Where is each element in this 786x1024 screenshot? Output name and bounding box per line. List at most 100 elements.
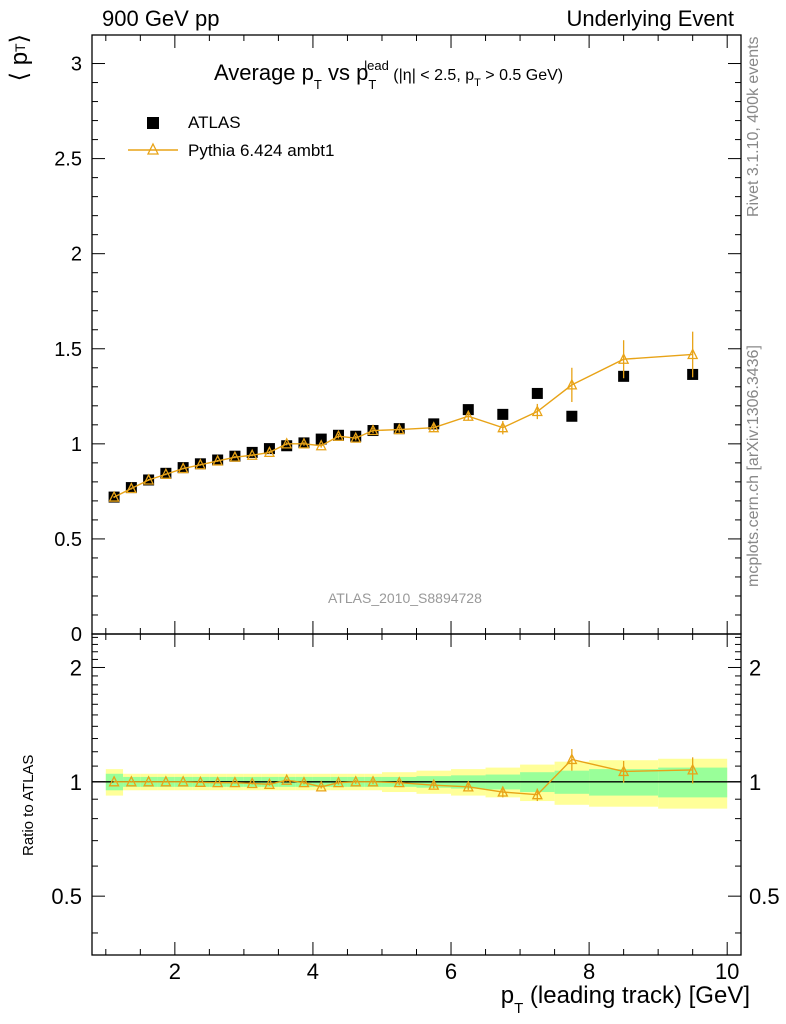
pythia-data-point [160, 467, 172, 479]
atlas-data-point [246, 446, 258, 458]
title-vs: vs p [321, 60, 369, 85]
pythia-data-point [618, 352, 630, 364]
main-y-tick-label: 3 [71, 54, 82, 76]
x-axis-label: pT (leading track) [GeV] [500, 982, 750, 1017]
pythia-data-point [212, 454, 224, 466]
pythia-ratio-point [618, 764, 630, 777]
legend [128, 117, 178, 155]
pythia-ratio-point [246, 777, 258, 789]
atlas-data-point [566, 410, 578, 422]
pythia-ratio-point [332, 776, 345, 788]
atlas-data-point [531, 387, 543, 399]
atlas-data-point [497, 408, 509, 420]
main-panel-ticks: 0 0.5 1 1.5 2 2.5 3 [54, 35, 741, 646]
header-right-label: Underlying Event [566, 6, 734, 31]
x-tick-label: 8 [583, 959, 595, 984]
pythia-data-point [281, 437, 293, 449]
pythia-data-point [687, 348, 699, 360]
pythia-ratio-point [315, 780, 327, 792]
ratio-y-tick-label-right: 0.5 [749, 884, 780, 909]
plot-title: Average pT vs pTlead (|η| < 2.5, pT > 0.… [214, 58, 564, 92]
pythia-data-point [177, 462, 189, 474]
pythia-data-point [194, 458, 206, 470]
ratio-y-axis-label: Ratio to ATLAS [20, 754, 37, 856]
title-main-sub: T [313, 77, 322, 92]
pythia-ratio-point [263, 777, 275, 789]
pythia-data-point [298, 437, 310, 449]
ratio-y-tick-label-right: 2 [749, 655, 761, 680]
title-cut-end: > 0.5 GeV) [480, 67, 564, 84]
x-tick-label: 6 [445, 959, 457, 984]
pythia-ratio-point [687, 763, 699, 775]
main-y-tick-label: 0.5 [54, 529, 82, 551]
pythia-data-point [315, 439, 327, 451]
rivet-label: Rivet 3.1.10, 400k events [745, 36, 762, 217]
header-left-label: 900 GeV pp [102, 6, 220, 31]
pythia-data-point [108, 490, 120, 502]
xlabel-end: (leading track) [GeV] [523, 982, 750, 1009]
pythia-data-point [263, 445, 275, 458]
pythia-data-point [332, 429, 345, 441]
pythia-ratio-point [350, 775, 362, 787]
pythia-data-point [428, 421, 440, 433]
pythia-data-point [462, 409, 474, 421]
pythia-ratio-point [160, 775, 172, 787]
pythia-ratio-point [393, 776, 405, 788]
pythia-ratio-point [229, 776, 241, 788]
pythia-ratio-point [143, 775, 155, 787]
pythia-data-point [393, 423, 405, 435]
ylabel-top-text: ⟨ p [6, 51, 33, 82]
pythia-ratio-point [428, 778, 440, 790]
xlabel-sub: T [514, 1000, 524, 1017]
pythia-ratio-point [281, 773, 293, 785]
title-cut-text: (|η| < 2.5, p [388, 67, 475, 84]
title-main: Average p [214, 60, 314, 85]
title-cut-sub: T [474, 77, 481, 89]
main-y-tick-label: 2.5 [54, 149, 82, 171]
pythia-data-point [125, 482, 137, 494]
pythia-ratio-point [125, 775, 137, 787]
legend-pythia-marker [146, 142, 160, 155]
x-tick-label: 2 [169, 959, 181, 984]
atlas-data-point [462, 404, 474, 416]
pythia-ratio-point [531, 788, 543, 800]
main-y-axis-label: ⟨ pT⟩ [6, 34, 34, 81]
xlabel-text: p [500, 982, 515, 1009]
main-y-tick-label: 2 [71, 244, 82, 266]
pythia-data-point [566, 378, 578, 390]
title-vs-sup: lead [364, 58, 389, 73]
main-y-tick-label: 0 [71, 624, 82, 646]
pythia-ratio-point [566, 753, 578, 765]
pythia-data-point [229, 450, 241, 462]
pythia-ratio-point [194, 775, 206, 787]
ratio-y-tick-label: 0.5 [51, 884, 82, 909]
pythia-ratio-point [462, 780, 474, 792]
main-y-tick-label: 1.5 [54, 339, 82, 361]
pythia-data-point [143, 473, 155, 485]
title-cut: (|η| < 2.5, pT > 0.5 GeV) [388, 67, 564, 89]
ratio-panel-series [108, 749, 699, 802]
ratio-y-tick-label: 1 [70, 770, 82, 795]
main-panel-series [108, 331, 699, 503]
pythia-data-point [246, 448, 258, 460]
pythia-data-point [531, 405, 543, 417]
title-vs-sub: T [368, 77, 377, 92]
pythia-ratio-point [108, 775, 120, 787]
pythia-ratio-point [212, 776, 224, 788]
pythia-data-point [497, 421, 509, 433]
pythia-ratio-point [298, 776, 310, 788]
atlas-data-point [315, 433, 327, 445]
legend-atlas-marker [147, 117, 159, 129]
x-tick-label: 10 [715, 959, 739, 984]
ratio-y-tick-label: 2 [70, 655, 82, 680]
mcplots-label: mcplots.cern.ch [arXiv:1306.3436] [745, 345, 762, 587]
ylabel-top-end: ⟩ [6, 34, 33, 44]
pythia-ratio-point [497, 785, 509, 797]
x-tick-label: 4 [307, 959, 319, 984]
ratio-panel-ticks: 0.5 0.5 1 1 2 2 2 4 6 8 10 [51, 634, 780, 984]
main-y-tick-label: 1 [71, 434, 82, 456]
pythia-ratio-point [367, 775, 379, 787]
atlas-data-point [281, 440, 293, 452]
ylabel-top-sub: T [12, 43, 28, 52]
analysis-watermark: ATLAS_2010_S8894728 [328, 590, 482, 606]
